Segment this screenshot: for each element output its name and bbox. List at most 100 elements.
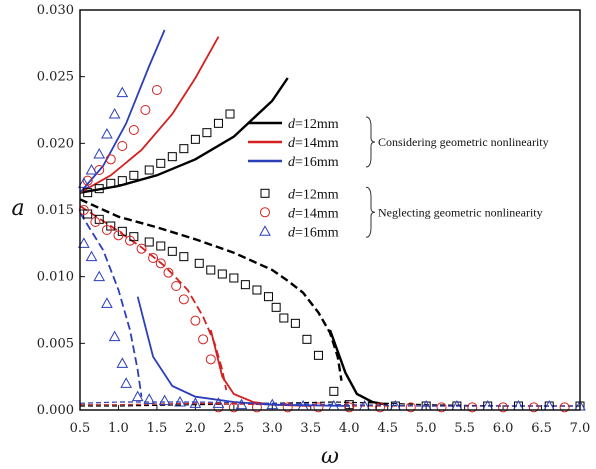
legend-brace xyxy=(365,186,376,238)
plot-frame xyxy=(79,9,581,411)
data-point-upper-12mm xyxy=(144,165,154,175)
x-tick-label: 3.0 xyxy=(262,421,283,436)
data-point-12mm xyxy=(279,313,289,323)
data-point-14mm xyxy=(228,402,239,413)
curve-lower-14mm xyxy=(209,329,311,407)
data-point-16mm xyxy=(189,397,202,408)
data-point-12mm xyxy=(271,302,281,312)
data-point-12mm xyxy=(263,292,273,302)
legend-entry-label: d=12mm xyxy=(288,117,339,132)
data-point-16mm xyxy=(143,393,156,404)
data-point-12mm xyxy=(167,246,177,256)
data-point-12mm xyxy=(240,280,250,290)
legend-entry-prefix: d xyxy=(288,136,296,151)
curve-upper-14mm xyxy=(79,36,220,194)
data-point-12mm xyxy=(144,237,154,247)
legend-entry-prefix: d xyxy=(288,155,296,170)
data-point-14mm xyxy=(136,243,147,254)
data-point-14mm xyxy=(101,225,112,235)
x-tick-label: 2.0 xyxy=(185,421,206,436)
legend-entry-prefix: d xyxy=(288,225,296,240)
legend-entry-label: d=12mm xyxy=(288,187,339,202)
data-point-16mm xyxy=(101,297,113,308)
data-point-12mm xyxy=(94,214,104,224)
x-tick-label: 6.0 xyxy=(493,421,514,436)
data-point-16mm xyxy=(235,398,248,410)
legend-brace xyxy=(365,116,376,168)
curve-upper-12mm xyxy=(79,77,289,194)
data-point-14mm xyxy=(171,281,182,291)
legend-entry-prefix: d xyxy=(288,206,296,221)
x-tick-label: 6.5 xyxy=(531,421,552,436)
legend-marker-square xyxy=(260,188,270,198)
data-point-12mm xyxy=(194,258,204,268)
y-tick-label: 0.020 xyxy=(37,136,74,151)
legend-entry-value: =14mm xyxy=(295,136,339,151)
x-tick-label: 5.5 xyxy=(454,421,475,436)
data-point-upper-12mm xyxy=(129,170,139,180)
data-point-upper-12mm xyxy=(225,109,235,119)
data-point-upper-12mm xyxy=(202,128,212,138)
x-tick-label: 1.5 xyxy=(147,421,168,436)
curve-lower-16mm xyxy=(136,296,350,407)
data-point-upper-14mm xyxy=(128,125,139,135)
legend-entry-value: =14mm xyxy=(295,206,339,221)
legend-entry-label: d=16mm xyxy=(288,155,339,170)
data-point-upper-14mm xyxy=(140,105,151,115)
legend-marker-circle xyxy=(260,207,270,218)
data-point-upper-16mm xyxy=(101,127,113,139)
x-tick-label: 1.0 xyxy=(108,421,129,436)
x-tick-label: 5.0 xyxy=(416,421,437,436)
data-point-12mm xyxy=(302,334,312,344)
data-point-16mm xyxy=(108,330,121,342)
data-point-14mm xyxy=(90,217,101,227)
data-point-12mm xyxy=(290,318,300,328)
legend-entry-label: d=14mm xyxy=(288,206,339,221)
axis-ticks: 0.5 1.0 1.5 2.0 2.5 3.0 3.5 4.0 4.5 5.0 5.5 6.0 6.5 7… xyxy=(37,3,591,436)
data-point-16mm xyxy=(174,395,186,407)
x-tick-label: 3.5 xyxy=(300,421,321,436)
y-tick-label: 0.000 xyxy=(37,403,74,418)
y-axis-label: a xyxy=(11,196,24,221)
data-point-16mm xyxy=(266,398,279,410)
y-tick-label: 0.010 xyxy=(37,270,74,285)
curve-unstable-12mm xyxy=(79,198,343,381)
y-tick-label: 0.030 xyxy=(37,3,74,18)
data-point-upper-14mm xyxy=(117,141,128,151)
data-point-12mm xyxy=(156,241,166,251)
data-point-upper-16mm xyxy=(116,86,129,98)
data-point-upper-16mm xyxy=(93,147,106,159)
data-point-14mm xyxy=(498,402,509,413)
data-point-14mm xyxy=(282,402,293,413)
data-point-12mm xyxy=(229,273,239,283)
data-point-upper-16mm xyxy=(77,177,90,188)
legend-entry-label: d=16mm xyxy=(288,225,339,240)
data-point-upper-12mm xyxy=(117,176,127,186)
data-point-upper-14mm xyxy=(105,154,116,165)
data-point-upper-16mm xyxy=(85,163,98,175)
legend-entry-value: =12mm xyxy=(295,117,339,132)
curve-bottom-12mm xyxy=(80,401,580,407)
data-point-14mm xyxy=(405,402,416,413)
curve-unstable-16mm xyxy=(79,212,143,397)
data-point-14mm xyxy=(467,402,478,413)
data-point-upper-12mm xyxy=(156,158,166,168)
data-point-14mm xyxy=(163,267,174,278)
data-point-14mm xyxy=(178,294,189,305)
data-point-14mm xyxy=(559,402,570,413)
legend-entry-prefix: d xyxy=(288,117,296,132)
legend-entry-prefix: d xyxy=(288,187,296,202)
data-point-14mm xyxy=(251,402,262,413)
data-point-upper-12mm xyxy=(179,144,189,154)
legend-group-label: Neglecting geometric nonlinearity xyxy=(378,205,543,219)
data-point-upper-12mm xyxy=(213,118,223,128)
data-point-12mm xyxy=(252,285,262,295)
x-tick-label: 4.0 xyxy=(339,421,360,436)
data-point-upper-16mm xyxy=(108,107,121,119)
x-axis-label: ω xyxy=(321,444,339,469)
data-point-12mm xyxy=(329,386,339,396)
data-point-14mm xyxy=(528,402,539,413)
data-point-14mm xyxy=(148,253,159,263)
curve-upper-16mm xyxy=(79,29,166,194)
